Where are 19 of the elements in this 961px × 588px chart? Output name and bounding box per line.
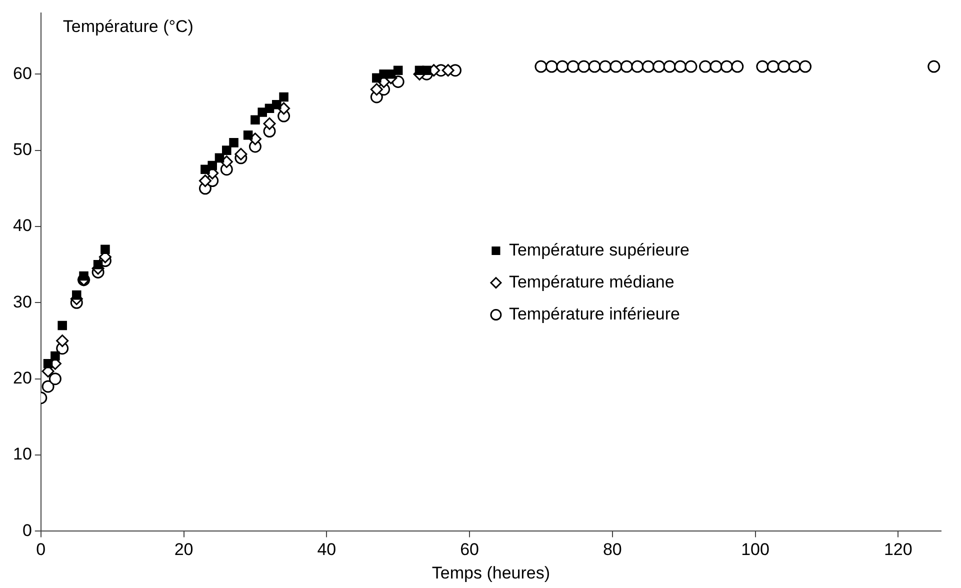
y-tick-label: 30 (12, 292, 32, 312)
y-tick-label: 60 (12, 64, 32, 83)
x-tick-label: 20 (174, 540, 194, 560)
x-tick-label: 0 (36, 540, 46, 560)
x-tick-label: 120 (884, 540, 912, 560)
x-tick-label: 40 (317, 540, 336, 560)
legend-label: Température médiane (508, 272, 674, 292)
legend-label: Température inférieure (508, 304, 680, 324)
x-tick-label: 60 (460, 540, 479, 560)
y-tick-label: 0 (22, 520, 32, 540)
y-tick-label: 20 (12, 368, 32, 388)
x-axis-title: Temps (heures) (432, 563, 550, 582)
y-tick-label: 50 (12, 140, 32, 160)
legend-label: Température supérieure (508, 240, 690, 260)
y-tick-label: 10 (12, 444, 32, 464)
x-tick-label: 100 (741, 540, 770, 560)
x-tick-label: 80 (602, 540, 622, 560)
y-tick-label: 40 (12, 216, 32, 236)
y-axis-title: Température (°C) (62, 16, 194, 36)
